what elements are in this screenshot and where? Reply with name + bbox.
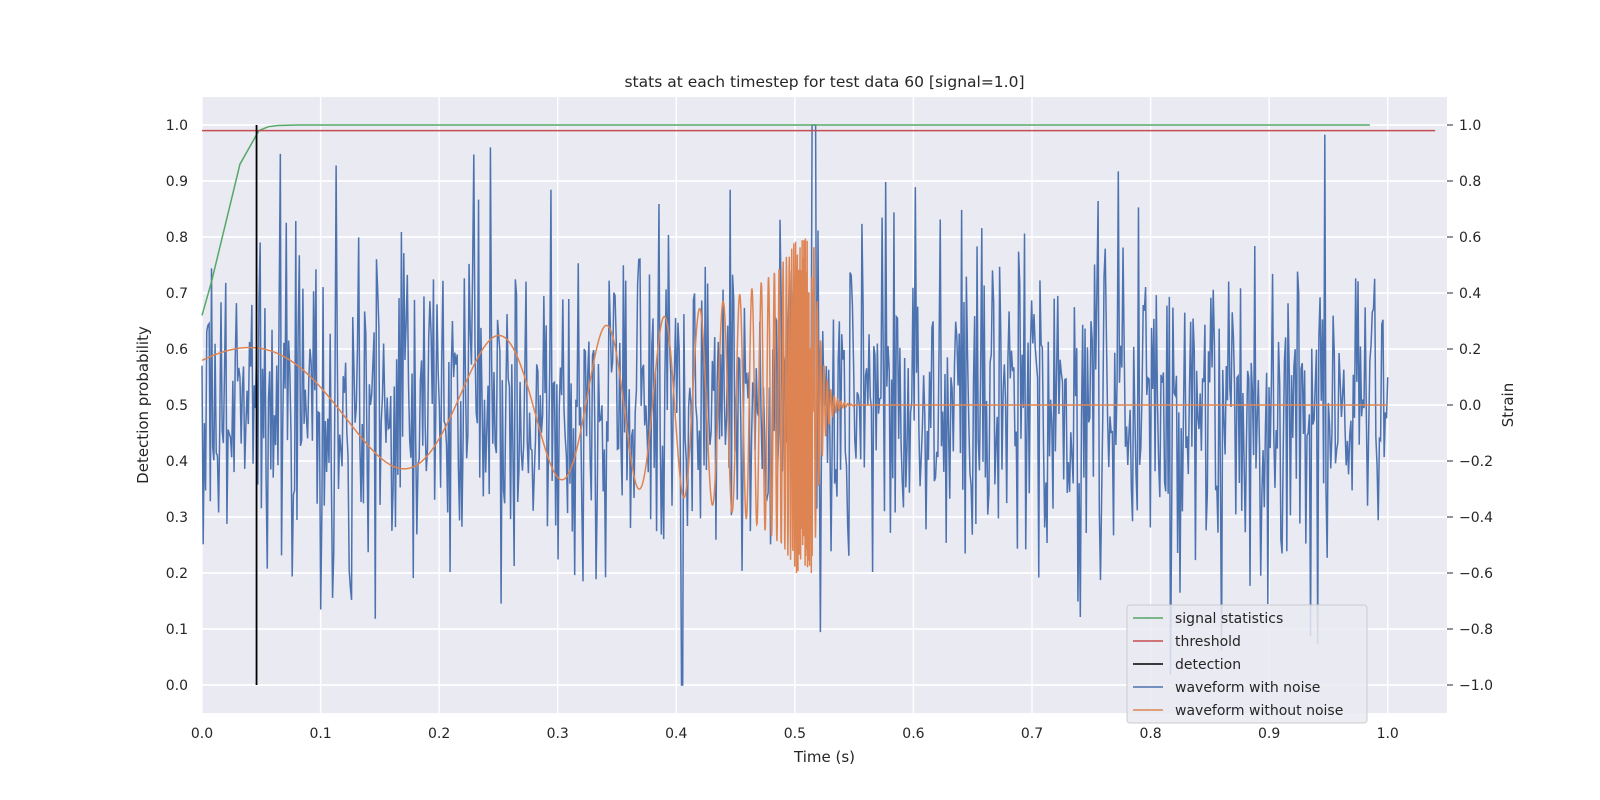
legend-item-threshold: threshold xyxy=(1133,634,1241,650)
series-layer xyxy=(201,124,1436,686)
y-right-tick-label: 0.2 xyxy=(1459,342,1481,358)
series-signal-statistics xyxy=(201,124,1370,316)
y-right-tick-label: 0.4 xyxy=(1459,286,1481,302)
y-left-tick-label: 0.6 xyxy=(166,342,188,358)
x-tick-label: 0.6 xyxy=(902,726,924,742)
legend: signal statistics threshold detection wa… xyxy=(1126,604,1368,724)
y-left-tick-label: 1.0 xyxy=(166,118,188,134)
legend-label-detection: detection xyxy=(1175,657,1241,673)
y-left-tick-label: 0.5 xyxy=(166,398,188,414)
y-right-tick-label: −0.8 xyxy=(1459,622,1493,638)
x-tick-label: 0.0 xyxy=(191,726,213,742)
chart-title: stats at each timestep for test data 60 … xyxy=(624,73,1024,91)
legend-item-waveform-without-noise: waveform without noise xyxy=(1133,703,1343,719)
y-right-tick-label: 1.0 xyxy=(1459,118,1481,134)
y-right-tick-label: 0.0 xyxy=(1459,398,1481,414)
y-left-tick-label: 0.1 xyxy=(166,622,188,638)
y-left-tick-label: 0.7 xyxy=(166,286,188,302)
y-axis-right-label: Strain xyxy=(1499,383,1517,427)
y-right-tick-label: 0.6 xyxy=(1459,230,1481,246)
legend-label-threshold: threshold xyxy=(1175,634,1241,650)
y-axis-left-label: Detection probability xyxy=(134,326,152,484)
legend-label-waveform-with-noise: waveform with noise xyxy=(1175,680,1320,696)
y-left-tick-label: 0.9 xyxy=(166,174,188,190)
x-tick-label: 0.5 xyxy=(784,726,806,742)
y-right-tick-label: −0.6 xyxy=(1459,566,1493,582)
legend-label-waveform-without-noise: waveform without noise xyxy=(1175,703,1343,719)
x-tick-label: 0.4 xyxy=(665,726,687,742)
x-tick-label: 1.0 xyxy=(1377,726,1399,742)
y-left-tick-label: 0.8 xyxy=(166,230,188,246)
y-right-tick-label: −0.4 xyxy=(1459,510,1493,526)
x-axis-label: Time (s) xyxy=(793,748,855,766)
y-left-tick-label: 0.2 xyxy=(166,566,188,582)
x-tick-label: 0.1 xyxy=(309,726,331,742)
legend-box xyxy=(1126,604,1368,724)
x-tick-label: 0.2 xyxy=(428,726,450,742)
x-tick-label: 0.3 xyxy=(547,726,569,742)
x-tick-label: 0.7 xyxy=(1021,726,1043,742)
y-left-tick-label: 0.3 xyxy=(166,510,188,526)
legend-label-signal-statistics: signal statistics xyxy=(1175,611,1283,627)
y-right-tick-label: −1.0 xyxy=(1459,678,1493,694)
tick-labels: 0.0 0.1 0.2 0.3 0.4 0.5 0.6 0.7 0.8 0.9 1.0 0.0 0.1 0… xyxy=(166,118,1493,742)
x-tick-label: 0.9 xyxy=(1258,726,1280,742)
legend-item-signal-statistics: signal statistics xyxy=(1133,611,1283,627)
series-waveform-without-noise xyxy=(201,238,1388,574)
legend-item-detection: detection xyxy=(1133,657,1241,673)
y-left-tick-label: 0.4 xyxy=(166,454,188,470)
y-right-tick-label: −0.2 xyxy=(1459,454,1493,470)
x-tick-label: 0.8 xyxy=(1139,726,1161,742)
y-right-tick-label: 0.8 xyxy=(1459,174,1481,190)
y-left-tick-label: 0.0 xyxy=(166,678,188,694)
legend-item-waveform-with-noise: waveform with noise xyxy=(1133,680,1320,696)
